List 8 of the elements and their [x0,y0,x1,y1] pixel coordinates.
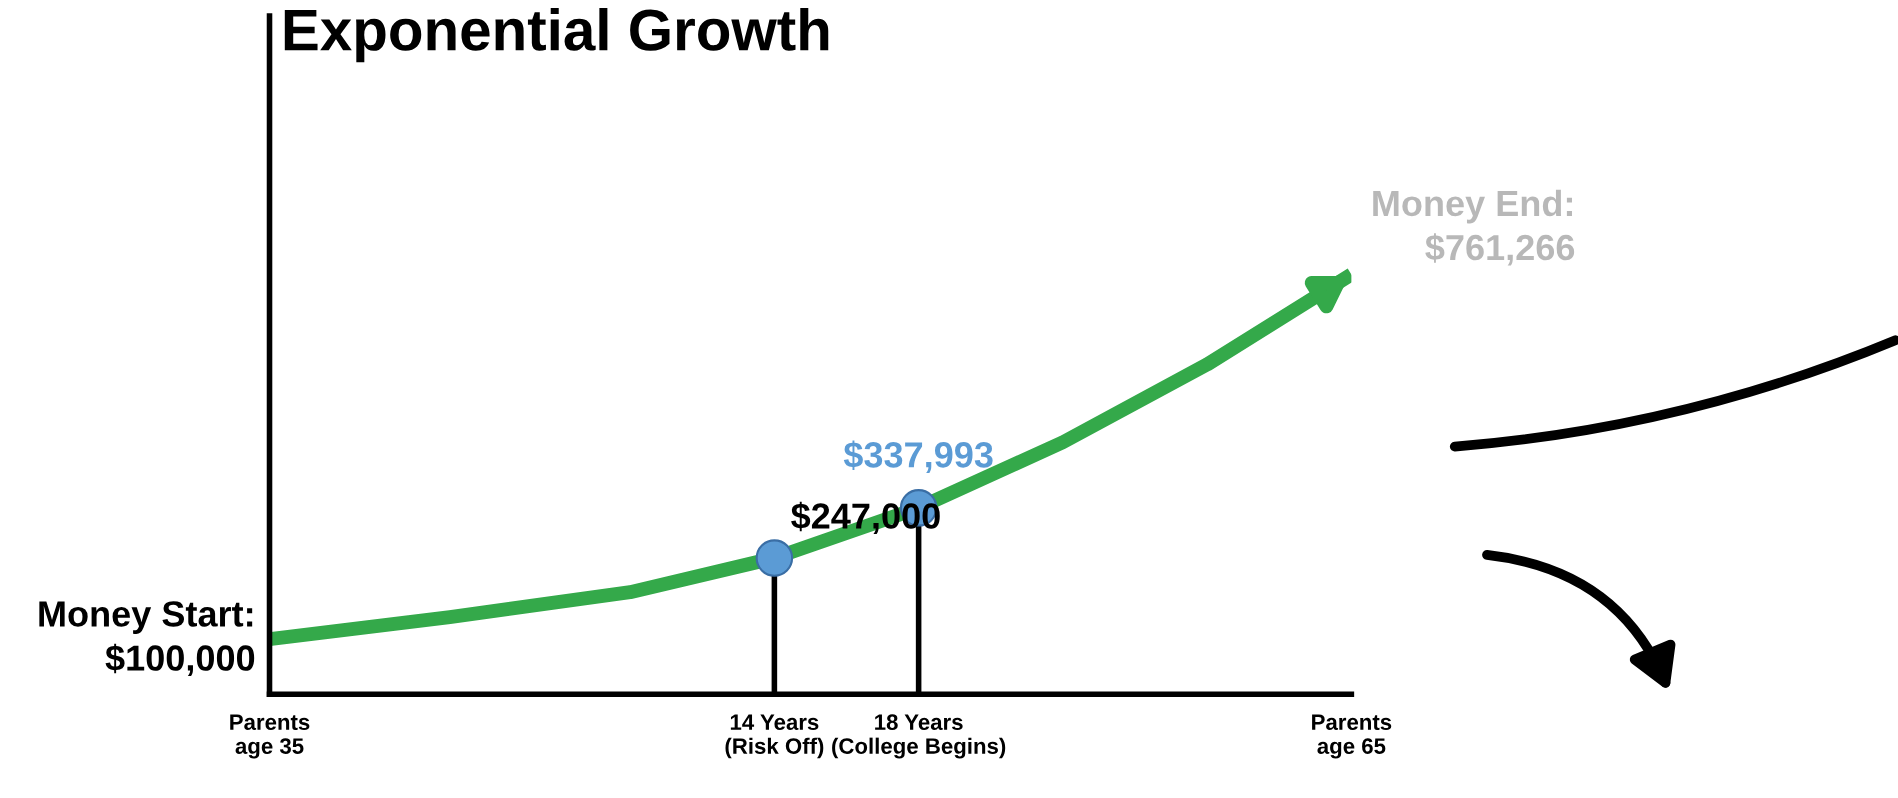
x-tick-label: 18 Years (College Begins) [832,714,1006,759]
annotation: Money End: $761,266 [1373,189,1575,266]
chart-title: Exponential Growth [284,7,829,63]
x-tick-label: Parents age 35 [230,714,310,759]
x-tick-label: 14 Years (Risk Off) [725,714,824,759]
annotation: Money Start: $100,000 [39,601,255,677]
data-label: $337,993 [843,440,993,473]
x-tick-label: Parents age 65 [1312,714,1392,759]
